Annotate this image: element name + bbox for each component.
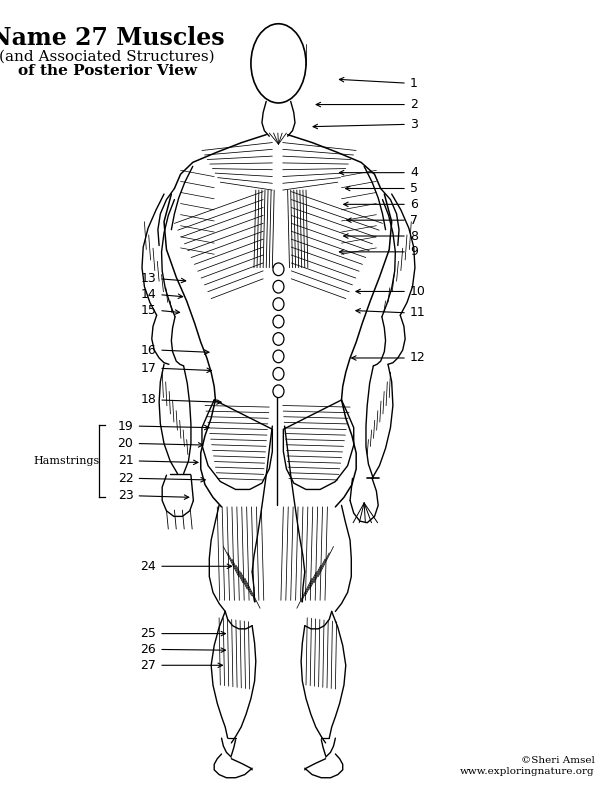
Text: 9: 9 [410,246,418,258]
Text: 26: 26 [140,643,156,656]
Text: of the Posterior View: of the Posterior View [18,64,196,78]
Ellipse shape [273,385,284,398]
Ellipse shape [273,350,284,363]
Ellipse shape [273,367,284,380]
Text: 17: 17 [140,362,156,375]
Text: 23: 23 [118,489,133,502]
Text: 19: 19 [118,420,133,432]
Text: 10: 10 [410,285,426,298]
Text: 18: 18 [140,394,156,406]
Text: 15: 15 [140,304,156,317]
Text: 12: 12 [410,352,426,364]
Text: 11: 11 [410,307,426,319]
Ellipse shape [251,24,306,103]
Ellipse shape [273,298,284,310]
Text: 21: 21 [118,455,133,467]
Text: 13: 13 [140,272,156,285]
Text: 8: 8 [410,230,418,242]
Text: 25: 25 [140,627,156,640]
Text: 4: 4 [410,166,418,179]
Text: 14: 14 [140,288,156,301]
Text: 2: 2 [410,98,418,111]
Text: 6: 6 [410,198,418,211]
Ellipse shape [273,333,284,345]
Text: 22: 22 [118,472,133,485]
Text: 27: 27 [140,659,156,672]
Ellipse shape [273,280,284,293]
Text: 20: 20 [118,437,133,450]
Text: Name 27 Muscles: Name 27 Muscles [0,26,225,50]
Text: 1: 1 [410,77,418,89]
Text: 5: 5 [410,182,418,195]
Text: Hamstrings: Hamstrings [33,456,99,466]
Ellipse shape [273,263,284,276]
Ellipse shape [273,315,284,328]
Text: (and Associated Structures): (and Associated Structures) [0,49,215,63]
Text: 24: 24 [140,560,156,573]
Text: 16: 16 [140,344,156,356]
Text: www.exploringnature.org: www.exploringnature.org [460,767,595,776]
Text: 3: 3 [410,118,418,131]
Text: ©Sheri Amsel: ©Sheri Amsel [521,756,595,765]
Text: 7: 7 [410,214,418,227]
